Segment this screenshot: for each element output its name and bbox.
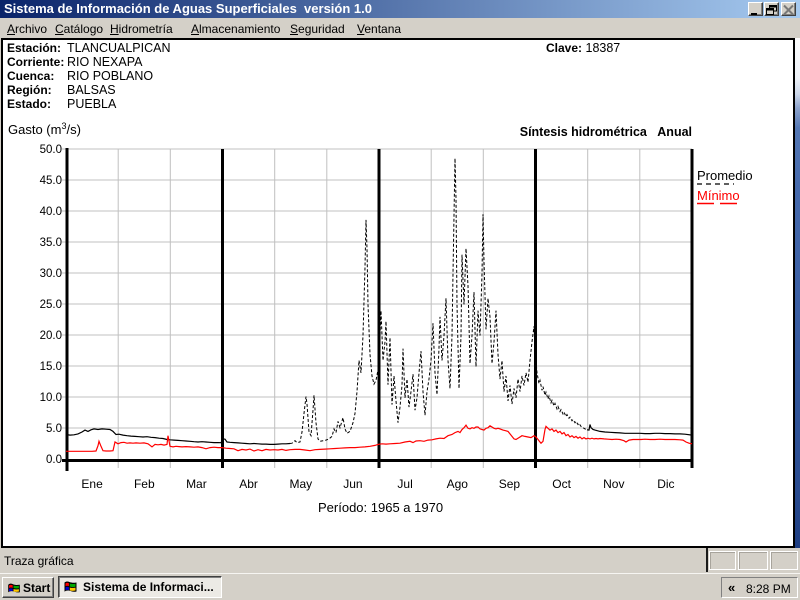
svg-text:Síntesis hidrométrica Anual: Síntesis hidrométrica Anual <box>520 125 692 139</box>
svg-text:Jul: Jul <box>397 477 412 491</box>
svg-text:Mar: Mar <box>186 477 207 491</box>
svg-text:0.0: 0.0 <box>46 454 62 466</box>
svg-text:Mínimo: Mínimo <box>697 188 740 203</box>
svg-text:Oct: Oct <box>552 477 571 491</box>
svg-text:Ene: Ene <box>81 477 103 491</box>
svg-text:May: May <box>289 477 312 491</box>
svg-text:40.0: 40.0 <box>40 206 62 218</box>
svg-text:Feb: Feb <box>134 477 155 491</box>
svg-text:Gasto (m3/s): Gasto (m3/s) <box>8 121 81 137</box>
svg-text:Sep: Sep <box>499 477 521 491</box>
svg-text:Abr: Abr <box>239 477 258 491</box>
svg-text:Período: 1965 a 1970: Período: 1965 a 1970 <box>318 500 443 515</box>
svg-text:20.0: 20.0 <box>40 330 62 342</box>
svg-text:Jun: Jun <box>343 477 362 491</box>
svg-text:10.0: 10.0 <box>40 392 62 404</box>
svg-text:35.0: 35.0 <box>40 237 62 249</box>
svg-text:Ago: Ago <box>447 477 469 491</box>
svg-text:5.0: 5.0 <box>46 423 62 435</box>
svg-text:Dic: Dic <box>657 477 674 491</box>
svg-text:Nov: Nov <box>603 477 624 491</box>
svg-text:30.0: 30.0 <box>40 268 62 280</box>
svg-text:50.0: 50.0 <box>40 144 62 156</box>
svg-text:15.0: 15.0 <box>40 361 62 373</box>
svg-text:45.0: 45.0 <box>40 175 62 187</box>
svg-text:25.0: 25.0 <box>40 299 62 311</box>
svg-text:Promedio: Promedio <box>697 168 753 183</box>
